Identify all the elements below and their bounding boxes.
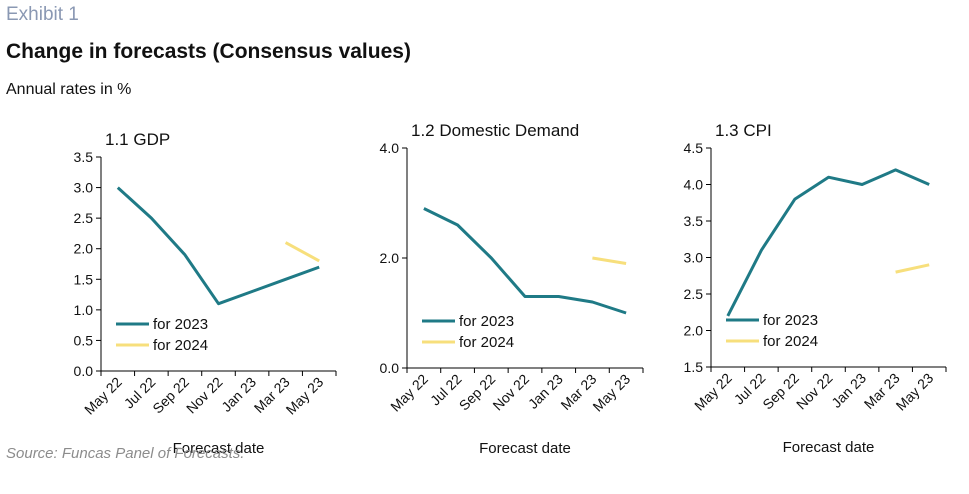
x-tick-label: May 23: [893, 370, 937, 414]
y-tick-label: 2.0: [684, 323, 704, 339]
y-tick-label: 0.5: [74, 332, 94, 348]
legend-label: for 2024: [459, 334, 514, 351]
y-tick-label: 4.5: [684, 140, 704, 156]
series-line-for-2024: [592, 256, 627, 265]
x-tick-label: May 22: [387, 371, 431, 415]
y-tick-label: 1.5: [684, 359, 704, 375]
legend-label: for 2023: [459, 313, 514, 330]
chart-title: 1.1 GDP: [105, 130, 170, 149]
series-line-for-2023: [423, 207, 627, 315]
x-tick-label: Sep 22: [149, 374, 192, 417]
series-line-for-2023: [116, 186, 320, 306]
x-tick-label: Jan 23: [525, 371, 566, 412]
y-tick-label: 3.5: [684, 213, 704, 229]
y-tick-label: 4.0: [684, 177, 704, 193]
y-tick-label: 3.0: [684, 250, 704, 266]
exhibit-label: Exhibit 1: [6, 4, 79, 25]
page-subtitle: Annual rates in %: [6, 81, 132, 98]
y-tick-label: 3.0: [74, 180, 94, 196]
chart-title: 1.3 CPI: [715, 121, 772, 140]
x-axis-title: Forecast date: [479, 440, 571, 457]
y-tick-label: 1.0: [74, 302, 94, 318]
x-tick-label: May 22: [691, 370, 735, 414]
y-tick-label: 0.0: [74, 363, 94, 379]
x-axis-title: Forecast date: [783, 439, 875, 456]
x-tick-label: Sep 22: [456, 371, 499, 414]
y-tick-label: 2.5: [684, 286, 704, 302]
x-tick-label: Nov 22: [183, 374, 226, 417]
y-tick-label: 2.5: [74, 210, 94, 226]
x-tick-label: May 23: [283, 374, 327, 418]
x-tick-label: Nov 22: [489, 371, 532, 414]
x-tick-label: Sep 22: [759, 370, 802, 413]
legend-label: for 2023: [153, 316, 208, 333]
x-tick-label: Jan 23: [218, 374, 259, 415]
legend-label: for 2024: [763, 333, 818, 350]
x-tick-label: Jan 23: [828, 370, 869, 411]
y-tick-label: 3.5: [74, 149, 94, 165]
x-axis-title: Forecast date: [173, 440, 265, 457]
legend-label: for 2024: [153, 337, 208, 354]
source-note: Source: Funcas Panel of Forecasts.: [6, 445, 245, 462]
x-tick-label: May 22: [81, 374, 125, 418]
x-tick-label: Nov 22: [793, 370, 836, 413]
page-title: Change in forecasts (Consensus values): [6, 40, 411, 63]
x-tick-label: May 23: [589, 371, 633, 415]
series-line-for-2024: [284, 241, 320, 263]
legend-label: for 2023: [763, 312, 818, 329]
y-tick-label: 4.0: [380, 140, 400, 156]
y-tick-label: 0.0: [380, 360, 400, 376]
y-tick-label: 2.0: [380, 250, 400, 266]
y-tick-label: 1.5: [74, 271, 94, 287]
y-tick-label: 2.0: [74, 241, 94, 257]
series-line-for-2023: [726, 168, 930, 317]
series-line-for-2024: [895, 263, 930, 274]
chart-title: 1.2 Domestic Demand: [411, 121, 579, 140]
